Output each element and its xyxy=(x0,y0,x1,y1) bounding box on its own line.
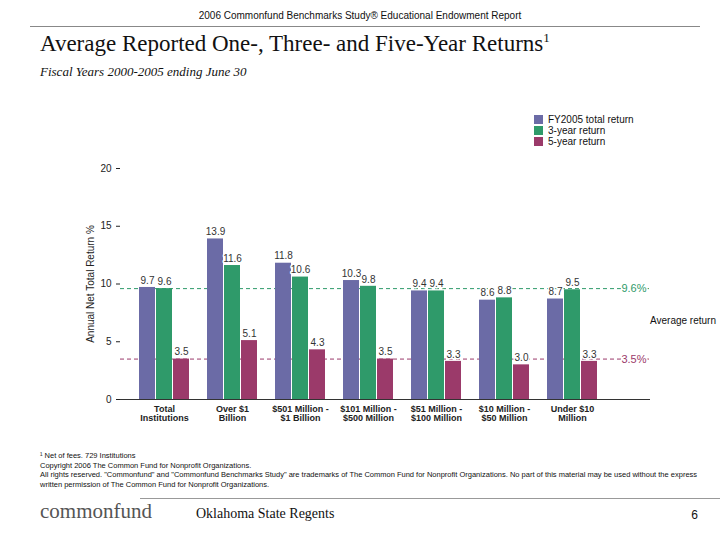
svg-text:3.5: 3.5 xyxy=(379,346,393,357)
svg-text:3.0: 3.0 xyxy=(515,352,529,363)
html-text:Average Reported One-, Three-: Average Reported One-, Three- and Five-Y… xyxy=(40,30,550,56)
html-text:6: 6 xyxy=(691,508,698,522)
html-text:Fiscal Years 2000-2005 ending: Fiscal Years 2000-2005 ending June 30 xyxy=(40,64,247,79)
svg-text:20: 20 xyxy=(100,163,112,174)
svg-text:9.6: 9.6 xyxy=(158,276,172,287)
svg-text:9.4: 9.4 xyxy=(413,278,427,289)
svg-text:9.4: 9.4 xyxy=(430,278,444,289)
html-text:Average return: Average return xyxy=(650,315,716,326)
svg-text:10.3: 10.3 xyxy=(342,268,362,279)
html-text:Oklahoma State Regents: Oklahoma State Regents xyxy=(196,506,335,521)
html-text:All rights reserved. "Commonfu: All rights reserved. "Commonfund" and "C… xyxy=(40,470,698,489)
svg-text:$51 Million -$100 Million: $51 Million -$100 Million xyxy=(411,404,463,423)
svg-text:$10 Million -$50 Million: $10 Million -$50 Million xyxy=(479,404,531,423)
svg-text:9.5: 9.5 xyxy=(566,277,580,288)
html-text:¹ Net of fees. 729 Institution: ¹ Net of fees. 729 Institutions xyxy=(40,451,136,460)
svg-text:$501 Million -$1 Billion: $501 Million -$1 Billion xyxy=(272,404,329,423)
svg-text:Over $1Billion: Over $1Billion xyxy=(216,404,249,423)
svg-text:11.8: 11.8 xyxy=(274,250,293,261)
html-text:3-year return: 3-year return xyxy=(548,125,606,136)
svg-text:9.8: 9.8 xyxy=(362,274,376,285)
svg-text:10.6: 10.6 xyxy=(291,264,311,275)
svg-text:15: 15 xyxy=(100,220,112,231)
svg-text:9.7: 9.7 xyxy=(141,275,155,286)
svg-text:3.5%: 3.5% xyxy=(621,353,646,365)
svg-text:8.7: 8.7 xyxy=(549,286,563,297)
html-text:2006 Commonfund Benchmarks Stu: 2006 Commonfund Benchmarks Study® Educat… xyxy=(198,10,522,21)
svg-text:10: 10 xyxy=(100,278,112,289)
svg-text:4.3: 4.3 xyxy=(311,337,325,348)
svg-text:8.6: 8.6 xyxy=(481,287,495,298)
svg-text:3.3: 3.3 xyxy=(447,349,461,360)
svg-text:9.6%: 9.6% xyxy=(621,282,646,294)
svg-text:Under $10Million: Under $10Million xyxy=(551,404,595,423)
svg-text:5: 5 xyxy=(106,336,112,347)
svg-text:0: 0 xyxy=(106,394,112,405)
svg-text:3.5: 3.5 xyxy=(175,346,189,357)
svg-text:8.8: 8.8 xyxy=(498,285,512,296)
svg-text:3.3: 3.3 xyxy=(583,349,597,360)
svg-text:11.6: 11.6 xyxy=(223,253,242,264)
svg-text:TotalInstitutions: TotalInstitutions xyxy=(140,404,189,423)
html-text:Copyright 2006 The Common Fund: Copyright 2006 The Common Fund for Nonpr… xyxy=(40,460,252,470)
svg-text:13.9: 13.9 xyxy=(206,226,226,237)
html-text:FY2005 total return: FY2005 total return xyxy=(548,114,634,125)
svg-text:Annual Net Total Return %: Annual Net Total Return % xyxy=(85,225,96,343)
html-text:commonfund: commonfund xyxy=(40,499,152,523)
svg-text:$101 Million -$500 Million: $101 Million -$500 Million xyxy=(340,404,397,423)
html-text:5-year return: 5-year return xyxy=(548,136,606,147)
svg-text:5.1: 5.1 xyxy=(243,328,257,339)
